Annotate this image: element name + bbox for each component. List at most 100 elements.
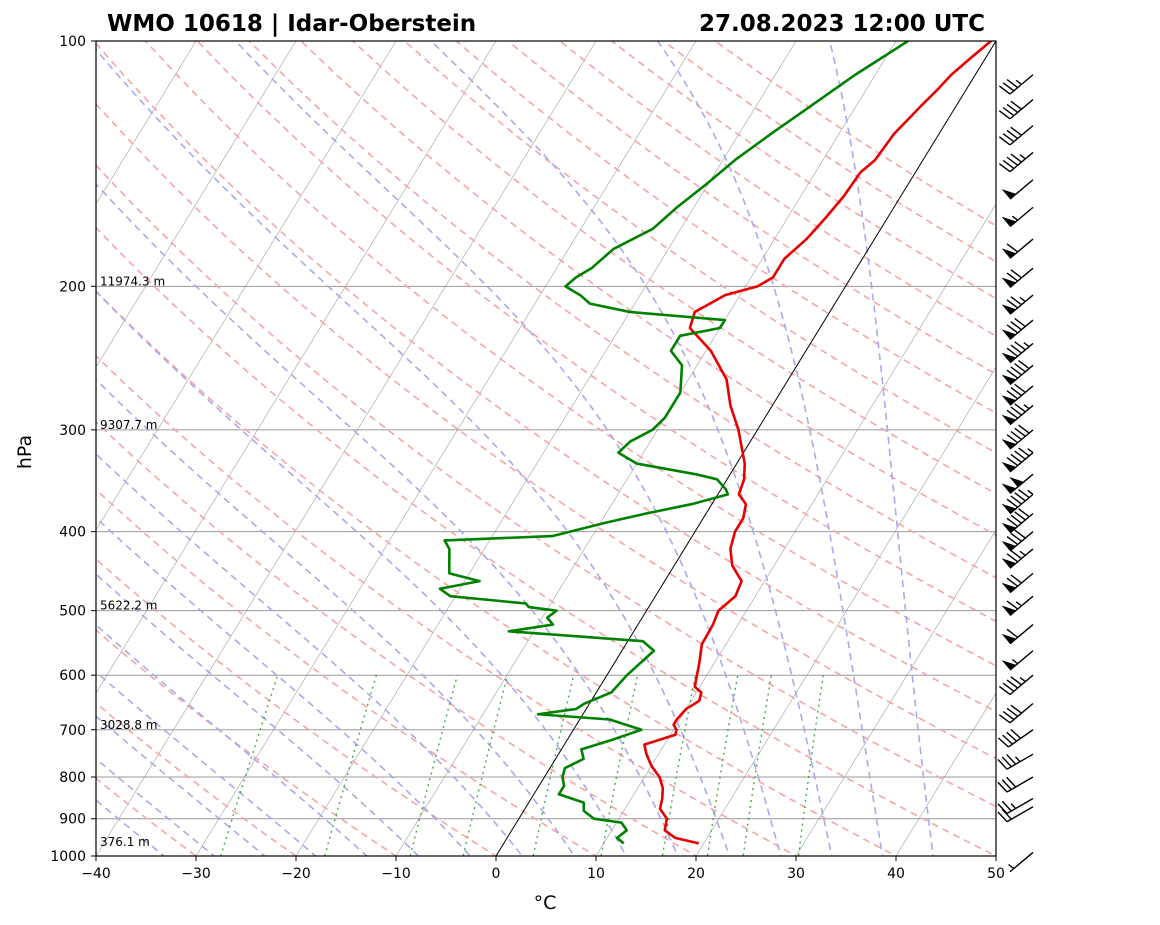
wind-barb-full: [1006, 324, 1019, 334]
wind-barb-flag: [1001, 248, 1017, 259]
x-axis-label: °C: [534, 892, 557, 914]
wind-barb-half: [1011, 215, 1019, 221]
mixing-ratio-line: [797, 675, 824, 856]
isotherm: [96, 41, 197, 205]
wind-barb: [1001, 424, 1034, 450]
wind-barb-full: [1014, 383, 1026, 393]
wind-barb-flag: [1001, 483, 1017, 494]
x-tick-label: 0: [492, 866, 501, 882]
y-tick-label: 700: [59, 723, 86, 739]
x-tick-label: −20: [281, 866, 311, 882]
wind-barb-full: [1010, 550, 1022, 560]
wind-barb-full: [1010, 430, 1022, 441]
wind-barb: [1001, 403, 1034, 426]
wind-barb: [1001, 359, 1034, 386]
dewpoint-profile: [438, 41, 909, 845]
wind-barb: [1001, 489, 1034, 515]
wind-barb-full: [1010, 532, 1022, 542]
wind-barb-full: [1001, 779, 1012, 790]
wind-barb-full: [1006, 456, 1019, 467]
wind-barb-full: [1010, 344, 1022, 354]
wind-barb: [998, 99, 1034, 120]
dry-adiabat: [559, 41, 996, 337]
wind-barb-full: [1001, 756, 1012, 768]
wind-barb-full: [997, 811, 1008, 823]
wind-barb: [1001, 508, 1034, 534]
moist-adiabat: [96, 623, 368, 856]
y-axis-label: hPa: [14, 435, 36, 469]
height-label: 11974.3 m: [100, 274, 165, 288]
wind-barb: [997, 797, 1034, 815]
wind-barb-full: [1001, 800, 1012, 812]
moist-adiabat: [96, 715, 266, 856]
wind-barb-flag: [1001, 558, 1017, 569]
wind-barb-full: [1002, 159, 1015, 170]
moist-adiabat: [96, 516, 472, 856]
wind-barb-staff: [1009, 650, 1034, 671]
wind-barb-full: [1014, 403, 1026, 413]
dry-adiabat: [96, 629, 398, 856]
dry-adiabat: [96, 354, 798, 856]
wind-barb-full: [998, 714, 1011, 724]
wind-barb-full: [1010, 321, 1022, 331]
moist-adiabat: [96, 290, 628, 856]
wind-barb-full: [1001, 808, 1012, 820]
mixing-ratio-line: [706, 675, 739, 856]
wind-barb-full: [1010, 296, 1022, 306]
wind-barb: [1001, 238, 1034, 259]
wind-barb-half: [1019, 677, 1026, 683]
y-tick-label: 300: [59, 423, 86, 439]
wind-barb-full: [1010, 100, 1022, 110]
wind-barb-full: [1002, 682, 1015, 692]
wind-barb-half: [1019, 550, 1026, 556]
wind-barb: [1001, 595, 1034, 617]
wind-barb-flag: [1001, 352, 1017, 363]
dry-adiabat: [403, 41, 996, 454]
wind-barb-full: [1018, 359, 1030, 370]
wind-barb: [1001, 179, 1034, 200]
dry-adiabat: [96, 702, 298, 856]
wind-barb-flag: [1001, 633, 1017, 644]
wind-barb: [1008, 851, 1034, 873]
x-tick-label: −10: [381, 866, 411, 882]
dry-adiabat: [144, 41, 996, 667]
wind-barb-full: [1006, 731, 1018, 742]
wind-barb-full: [1006, 103, 1019, 113]
dry-adiabat: [96, 102, 996, 760]
isotherm: [795, 529, 996, 856]
wind-barb-full: [998, 136, 1011, 146]
wind-barb-half: [1027, 448, 1034, 454]
wind-barb-flag: [1001, 329, 1017, 340]
mixing-ratio-line: [661, 675, 697, 856]
wind-barb-full: [998, 85, 1011, 95]
dry-adiabat: [662, 41, 996, 263]
wind-barb-flag: [1001, 277, 1017, 288]
wind-barb-full: [1014, 450, 1026, 460]
wind-barb-full: [1006, 156, 1019, 166]
profile-lines: [438, 41, 992, 845]
wind-barb-full: [1006, 776, 1017, 788]
mixing-ratio-line: [323, 674, 378, 856]
wind-barb-half: [1027, 489, 1034, 495]
wind-barb: [1001, 473, 1034, 494]
background-lines: [96, 41, 996, 856]
wind-barb: [1001, 317, 1034, 340]
y-tick-label: 1000: [50, 849, 86, 865]
height-label: 3028.8 m: [100, 718, 158, 732]
wind-barb-full: [1018, 447, 1030, 457]
height-label: 5622.2 m: [100, 599, 158, 613]
wind-barb-full: [1006, 553, 1019, 563]
moist-adiabat: [96, 378, 576, 856]
wind-barb-full: [1010, 495, 1022, 505]
wind-barb-full: [1006, 347, 1019, 357]
wind-barb-flag: [1001, 189, 1017, 200]
wind-barb-full: [1014, 341, 1026, 351]
wind-barb: [998, 674, 1034, 696]
wind-barb-full: [1014, 427, 1026, 437]
x-tick-label: −40: [81, 866, 111, 882]
wind-barb-half: [1023, 404, 1030, 410]
wind-barb-full: [1010, 269, 1022, 279]
wind-barb-full: [1006, 299, 1019, 309]
wind-barb-full: [998, 110, 1011, 120]
chart-title-datetime: 27.08.2023 12:00 UTC: [699, 11, 985, 37]
